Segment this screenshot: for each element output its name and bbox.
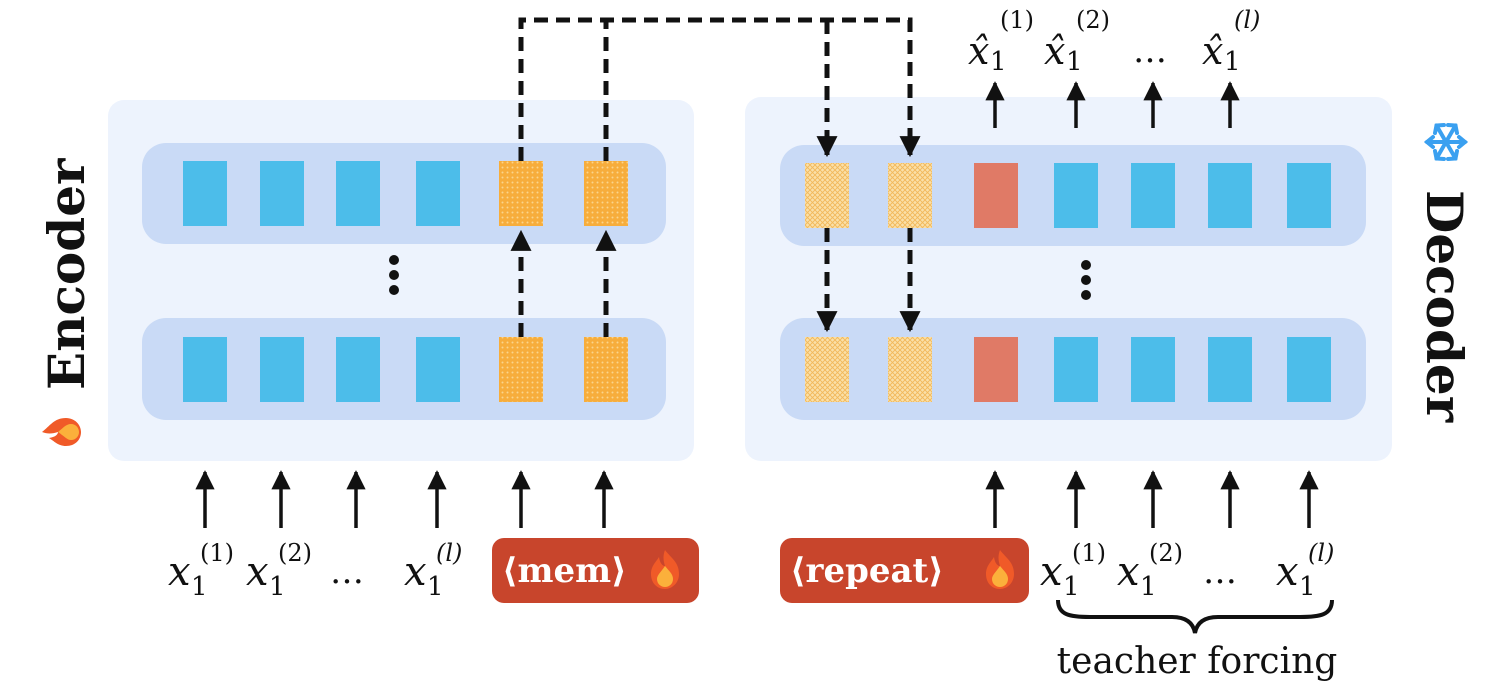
- encoder-token: [336, 337, 380, 402]
- decoder-memory-token: [888, 337, 932, 402]
- decoder-memory-token: [888, 163, 932, 228]
- encoder-token: [260, 161, 304, 226]
- input-label-sub: 1: [269, 572, 286, 602]
- teacher-forcing-label: teacher forcing: [1057, 641, 1338, 682]
- decoder-input-labels: x 1 (1) x 1 (2) … x 1 (l): [1040, 539, 1334, 602]
- input-label-sub: 1: [1063, 572, 1080, 602]
- output-label: x̂: [1044, 29, 1065, 73]
- input-label: x: [404, 549, 427, 595]
- decoder-layer-ellipsis: [1081, 260, 1091, 300]
- decoder-memory-arrows: [816, 228, 921, 333]
- encoder-bottom-tokens: [183, 337, 628, 402]
- input-label-sup: (l): [1308, 539, 1334, 567]
- input-label: x: [1040, 549, 1063, 595]
- decoder-token: [1287, 337, 1331, 402]
- input-label: x: [246, 549, 269, 595]
- fire-icon: [651, 550, 679, 589]
- teacher-forcing-brace: [1056, 599, 1334, 634]
- decoder-repeat-token: [974, 337, 1018, 402]
- encoder-token: [260, 337, 304, 402]
- input-label-sup: (1): [1072, 539, 1106, 567]
- decoder-title: Decoder: [1415, 123, 1474, 423]
- input-label-sub: 1: [427, 572, 444, 602]
- decoder-memory-token: [805, 163, 849, 228]
- encoder-token: [183, 161, 227, 226]
- decoder-token: [1208, 163, 1252, 228]
- encoder-title: Encoder: [37, 158, 96, 446]
- input-label-sup: (2): [1149, 539, 1183, 567]
- repeat-token-chip: ⟨repeat⟩: [780, 538, 1029, 603]
- encoder-memory-arrows: [510, 229, 617, 337]
- input-label-sup: (2): [278, 539, 312, 567]
- encoder-token: [416, 161, 460, 226]
- decoder-output-arrows: [985, 81, 1240, 128]
- input-label: x: [1117, 549, 1140, 595]
- decoder-input-arrows: [985, 470, 1319, 528]
- output-label-sup: (1): [1000, 6, 1034, 34]
- decoder-bottom-tokens: [805, 337, 1331, 402]
- encoder-input-arrows: [195, 470, 614, 528]
- decoder-memory-token: [805, 337, 849, 402]
- decoder-repeat-token: [974, 163, 1018, 228]
- input-label-sup: (l): [436, 539, 462, 567]
- output-label: x̂: [968, 29, 989, 73]
- input-ellipsis: …: [330, 552, 364, 592]
- input-label: x: [168, 549, 191, 595]
- input-ellipsis: …: [1203, 552, 1237, 592]
- fire-icon: [986, 550, 1014, 589]
- encoder-layer-ellipsis: [389, 255, 399, 295]
- encoder-top-tokens: [183, 161, 628, 226]
- decoder-token: [1287, 163, 1331, 228]
- decoder-token: [1054, 337, 1098, 402]
- output-label-sup: (l): [1234, 6, 1260, 34]
- decoder-token: [1131, 337, 1175, 402]
- mem-token-chip: ⟨mem⟩: [492, 538, 699, 603]
- encoder-token: [416, 337, 460, 402]
- encoder-memory-token: [499, 337, 543, 402]
- decoder-token: [1131, 163, 1175, 228]
- output-label-sup: (2): [1076, 6, 1110, 34]
- output-label-sub: 1: [1224, 47, 1241, 77]
- encoder-memory-token: [584, 337, 628, 402]
- input-label-sub: 1: [191, 572, 208, 602]
- mem-token-label: ⟨mem⟩: [502, 551, 627, 591]
- encoder-token: [336, 161, 380, 226]
- fire-icon: [42, 418, 81, 446]
- encoder-token: [183, 337, 227, 402]
- encoder-memory-token: [584, 161, 628, 226]
- decoder-top-tokens: [805, 163, 1331, 228]
- output-label: x̂: [1202, 29, 1223, 73]
- decoder-token: [1054, 163, 1098, 228]
- output-label-sub: 1: [990, 47, 1007, 77]
- encoder-title-text: Encoder: [37, 158, 96, 390]
- repeat-token-label: ⟨repeat⟩: [790, 551, 944, 591]
- input-label-sup: (1): [200, 539, 234, 567]
- input-label-sub: 1: [1140, 572, 1157, 602]
- input-label: x: [1276, 549, 1299, 595]
- memory-transfer-path: [518, 17, 921, 161]
- output-ellipsis: …: [1133, 31, 1167, 71]
- encoder-memory-token: [499, 161, 543, 226]
- encoder-input-labels: x 1 (1) x 1 (2) … x 1 (l): [168, 539, 462, 602]
- output-label-sub: 1: [1066, 47, 1083, 77]
- input-label-sub: 1: [1299, 572, 1316, 602]
- decoder-title-text: Decoder: [1415, 190, 1474, 423]
- snowflake-icon: [1423, 123, 1469, 161]
- decoder-output-labels: x̂ 1 (1) x̂ 1 (2) … x̂ 1 (l): [968, 6, 1260, 77]
- decoder-token: [1208, 337, 1252, 402]
